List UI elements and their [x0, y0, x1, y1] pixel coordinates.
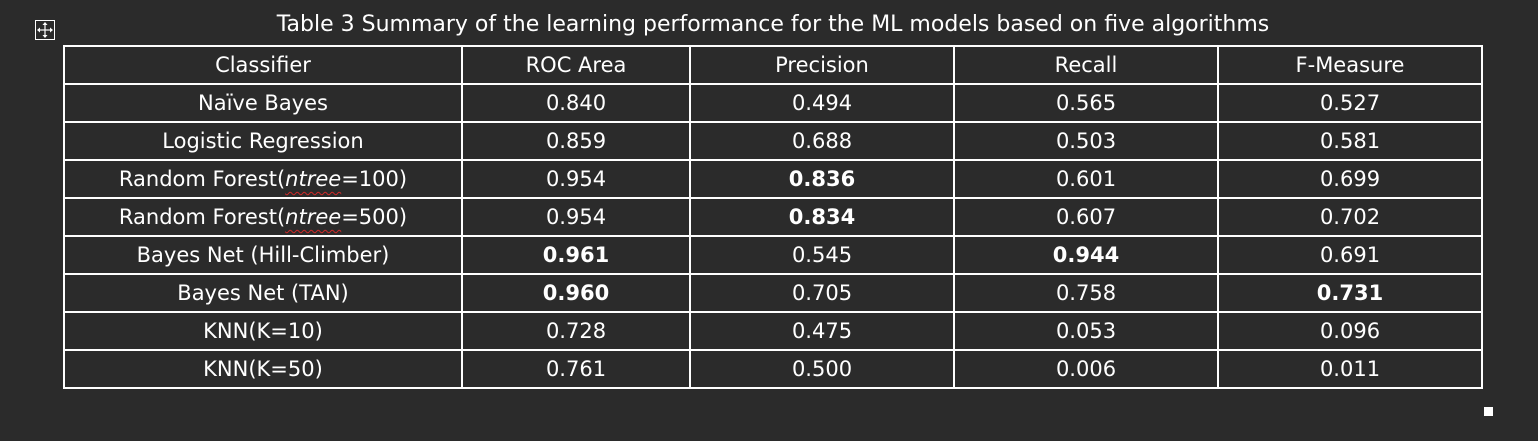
- f-measure-cell: 0.581: [1217, 121, 1483, 161]
- classifier-name: Random Forest(: [118, 205, 286, 229]
- header-cell-f-measure: F-Measure: [1217, 45, 1483, 85]
- precision-cell: 0.500: [689, 349, 955, 389]
- recall-cell: 0.053: [953, 311, 1219, 351]
- header-cell-roc-area: ROC Area: [461, 45, 691, 85]
- f-measure-cell: 0.096: [1217, 311, 1483, 351]
- precision-cell: 0.475: [689, 311, 955, 351]
- classifier-cell: Bayes Net (Hill-Climber): [63, 235, 463, 275]
- roc-area-cell: 0.728: [461, 311, 691, 351]
- f-measure-cell: 0.699: [1217, 159, 1483, 199]
- f-measure-cell: 0.702: [1217, 197, 1483, 237]
- classifier-cell: KNN(K=50): [63, 349, 463, 389]
- recall-cell: 0.607: [953, 197, 1219, 237]
- f-measure-cell: 0.731: [1217, 273, 1483, 313]
- roc-area-cell: 0.761: [461, 349, 691, 389]
- classifier-cell: Logistic Regression: [63, 121, 463, 161]
- recall-cell: 0.601: [953, 159, 1219, 199]
- precision-cell: 0.705: [689, 273, 955, 313]
- roc-area-cell: 0.954: [461, 197, 691, 237]
- classifier-parameter-value: =100): [341, 167, 408, 191]
- header-row: Classifier ROC Area Precision Recall F-M…: [63, 45, 1483, 85]
- table-row: Random Forest(ntree=100) 0.954 0.836 0.601 0…: [63, 159, 1483, 199]
- classifier-cell: Bayes Net (TAN): [63, 273, 463, 313]
- recall-cell: 0.503: [953, 121, 1219, 161]
- classifier-parameter: ntree: [285, 205, 342, 229]
- table-resize-handle[interactable]: [1484, 407, 1493, 416]
- f-measure-cell: 0.527: [1217, 83, 1483, 123]
- classifier-name: Random Forest(: [118, 167, 286, 191]
- header-cell-classifier: Classifier: [63, 45, 463, 85]
- table-row: KNN(K=10) 0.728 0.475 0.053 0.096: [63, 311, 1483, 351]
- classifier-cell: Random Forest(ntree=100): [63, 159, 463, 199]
- table-row: Bayes Net (Hill-Climber) 0.961 0.545 0.944 0…: [63, 235, 1483, 275]
- classifier-cell: Random Forest(ntree=500): [63, 197, 463, 237]
- performance-table: Classifier ROC Area Precision Recall F-M…: [63, 45, 1483, 389]
- table-row: Random Forest(ntree=500) 0.954 0.834 0.607 0…: [63, 197, 1483, 237]
- header-cell-recall: Recall: [953, 45, 1219, 85]
- recall-cell: 0.758: [953, 273, 1219, 313]
- f-measure-cell: 0.691: [1217, 235, 1483, 275]
- roc-area-cell: 0.960: [461, 273, 691, 313]
- roc-area-cell: 0.961: [461, 235, 691, 275]
- classifier-cell: KNN(K=10): [63, 311, 463, 351]
- roc-area-cell: 0.954: [461, 159, 691, 199]
- precision-cell: 0.494: [689, 83, 955, 123]
- roc-area-cell: 0.859: [461, 121, 691, 161]
- precision-cell: 0.836: [689, 159, 955, 199]
- precision-cell: 0.545: [689, 235, 955, 275]
- precision-cell: 0.688: [689, 121, 955, 161]
- table-row: Naïve Bayes 0.840 0.494 0.565 0.527: [63, 83, 1483, 123]
- recall-cell: 0.006: [953, 349, 1219, 389]
- table-caption: Table 3 Summary of the learning performa…: [276, 12, 1270, 37]
- classifier-cell: Naïve Bayes: [63, 83, 463, 123]
- table-row: Bayes Net (TAN) 0.960 0.705 0.758 0.731: [63, 273, 1483, 313]
- precision-cell: 0.834: [689, 197, 955, 237]
- f-measure-cell: 0.011: [1217, 349, 1483, 389]
- table-move-handle[interactable]: [35, 20, 55, 40]
- recall-cell: 0.565: [953, 83, 1219, 123]
- classifier-parameter: ntree: [285, 167, 342, 191]
- header-cell-precision: Precision: [689, 45, 955, 85]
- table-row: KNN(K=50) 0.761 0.500 0.006 0.011: [63, 349, 1483, 389]
- move-arrows-icon: [37, 22, 53, 38]
- table-row: Logistic Regression 0.859 0.688 0.503 0.581: [63, 121, 1483, 161]
- roc-area-cell: 0.840: [461, 83, 691, 123]
- recall-cell: 0.944: [953, 235, 1219, 275]
- classifier-parameter-value: =500): [341, 205, 408, 229]
